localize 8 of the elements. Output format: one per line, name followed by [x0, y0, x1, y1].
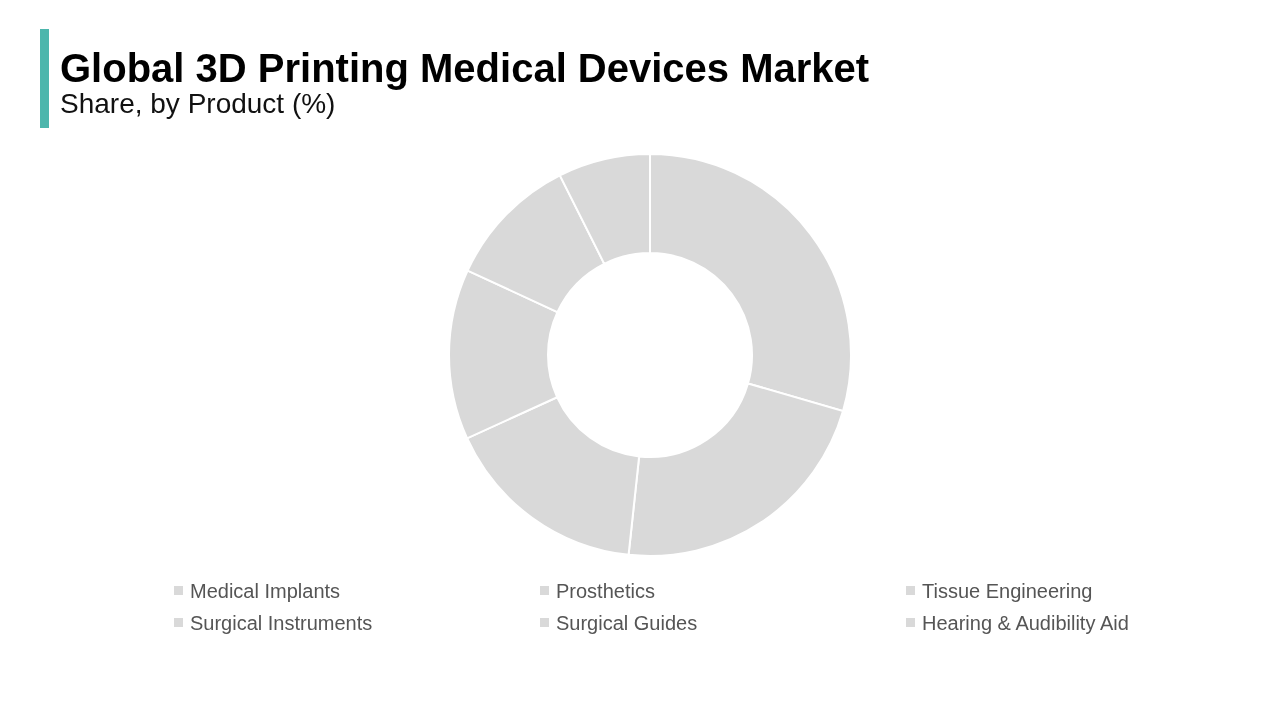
- chart-subtitle: Share, by Product (%): [60, 88, 336, 119]
- chart-title: Global 3D Printing Medical Devices Market: [60, 46, 870, 90]
- legend-label: Tissue Engineering: [922, 580, 1093, 602]
- legend-label: Surgical Guides: [556, 612, 698, 634]
- legend-label: Medical Implants: [190, 580, 341, 602]
- legend-label: Prosthetics: [556, 580, 655, 602]
- legend-label: Hearing & Audibility Aid: [922, 612, 1129, 634]
- legend-label: Surgical Instruments: [190, 612, 373, 634]
